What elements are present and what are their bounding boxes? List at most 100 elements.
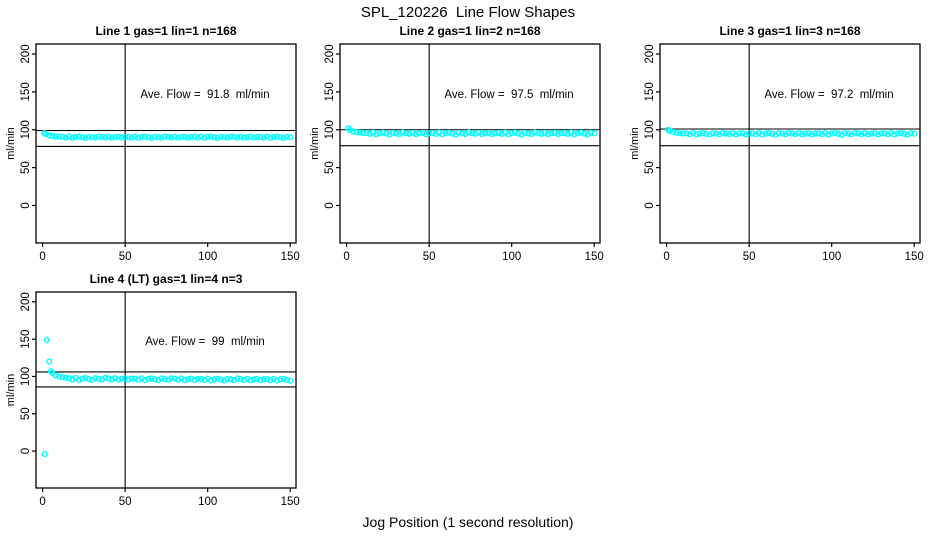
data-point [492, 130, 499, 137]
x-tick-label: 100 [502, 251, 521, 263]
data-points [41, 130, 294, 142]
data-point [138, 133, 145, 141]
y-axis-unit-label: ml/min [629, 127, 641, 159]
data-point [360, 129, 367, 137]
data-point [121, 375, 129, 382]
plot-border [35, 43, 297, 244]
data-point [46, 358, 53, 365]
data-point [679, 130, 687, 137]
data-point [498, 130, 505, 138]
data-point [234, 375, 241, 382]
y-tick-label: 50 [324, 161, 336, 174]
data-point [43, 336, 50, 344]
data-point [214, 375, 221, 382]
data-point [174, 134, 182, 141]
data-point [564, 130, 571, 138]
data-point [257, 133, 264, 141]
data-point [181, 376, 188, 384]
data-point [227, 376, 234, 383]
data-point [719, 129, 726, 136]
data-point [561, 129, 568, 137]
data-point [795, 130, 802, 137]
data-point [49, 133, 56, 140]
data-point [462, 130, 469, 138]
data-point [868, 130, 875, 137]
data-point [145, 134, 152, 141]
data-point [393, 130, 400, 137]
data-point [722, 130, 730, 137]
data-point [812, 130, 819, 137]
data-point [88, 134, 96, 141]
data-point [207, 133, 215, 140]
data-point [198, 133, 205, 140]
y-tick-label: 150 [20, 330, 32, 349]
data-point [455, 129, 463, 136]
data-point [161, 376, 168, 383]
data-point [716, 131, 723, 138]
y-tick-label: 150 [20, 82, 32, 101]
data-points [41, 336, 294, 458]
x-tick-label: 0 [343, 251, 349, 263]
data-point [191, 133, 198, 141]
data-point [891, 131, 898, 138]
data-point [511, 129, 519, 136]
plot-border [659, 43, 921, 244]
data-point [851, 129, 858, 136]
data-point [42, 131, 50, 138]
data-point [808, 131, 816, 138]
data-point [247, 133, 254, 140]
data-point [802, 130, 809, 137]
data-point [558, 130, 565, 137]
data-point [277, 376, 284, 383]
data-point [732, 131, 740, 138]
data-point [224, 134, 231, 141]
x-tick-label: 150 [585, 251, 604, 263]
y-tick-label: 100 [324, 120, 336, 139]
data-point [283, 133, 291, 140]
panel-title: Line 2 gas=1 lin=2 n=168 [399, 24, 540, 38]
data-point [237, 133, 244, 140]
data-point [198, 375, 205, 383]
data-point [79, 375, 86, 382]
x-tick-label: 150 [281, 251, 300, 263]
data-point [878, 130, 885, 137]
y-tick-label: 50 [20, 407, 32, 420]
data-point [485, 129, 492, 137]
data-point [121, 133, 129, 141]
data-point [98, 376, 106, 383]
data-point [165, 376, 172, 383]
data-point [693, 131, 700, 138]
data-point [571, 131, 578, 138]
data-point [531, 129, 538, 136]
data-point [65, 133, 73, 140]
data-point [92, 375, 99, 382]
data-point [234, 134, 241, 141]
data-point [264, 133, 271, 140]
data-point [59, 374, 66, 381]
data-point [871, 130, 878, 137]
data-point [171, 375, 178, 382]
data-point [161, 133, 168, 140]
data-point [515, 130, 522, 137]
data-point [135, 376, 142, 383]
data-point [785, 129, 792, 136]
data-point [59, 133, 66, 141]
data-point [194, 375, 201, 383]
x-tick-label: 150 [905, 251, 924, 263]
data-point [363, 129, 370, 137]
data-point [356, 129, 363, 136]
y-tick-label: 200 [324, 44, 336, 63]
data-point [240, 134, 248, 141]
data-point [283, 376, 291, 384]
data-point [184, 134, 192, 141]
data-point [267, 134, 274, 141]
data-point [439, 131, 446, 138]
data-point [841, 130, 849, 137]
avg-flow-annotation: Ave. Flow = 99 ml/min [145, 336, 265, 348]
data-point [141, 133, 149, 140]
data-point [227, 133, 234, 140]
data-point [204, 133, 211, 141]
x-tick-label: 50 [119, 251, 132, 263]
data-point [712, 130, 720, 137]
data-point [346, 127, 354, 134]
